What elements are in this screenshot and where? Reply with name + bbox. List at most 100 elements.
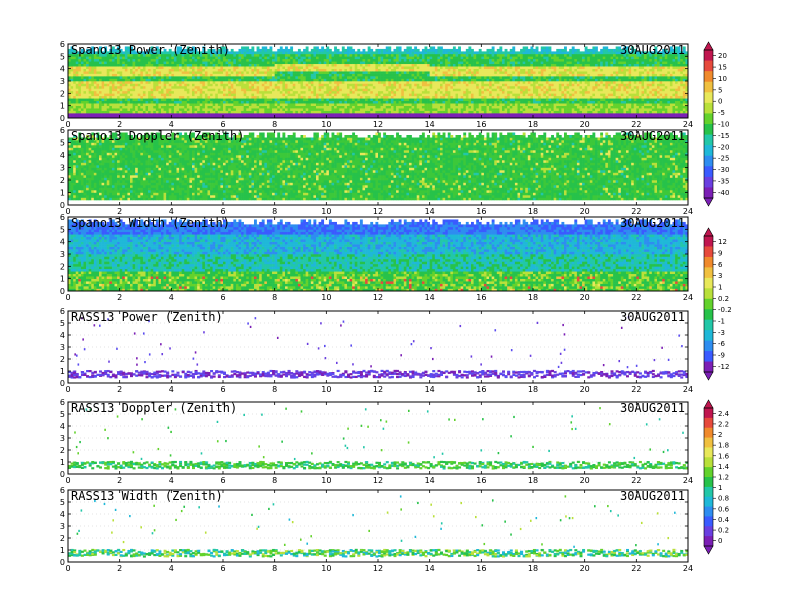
heatmap-cell xyxy=(173,95,177,99)
heatmap-cell xyxy=(290,110,294,114)
heatmap-cell xyxy=(150,95,154,99)
heatmap-cell xyxy=(390,63,394,67)
heatmap-cell xyxy=(220,83,224,87)
heatmap-cell xyxy=(215,53,219,57)
heatmap-cell xyxy=(122,115,126,119)
heatmap-cell xyxy=(135,78,139,82)
heatmap-cell xyxy=(434,95,438,99)
heatmap-cell xyxy=(292,110,296,114)
heatmap-cell xyxy=(277,93,281,97)
heatmap-cell xyxy=(341,90,345,94)
heatmap-cell xyxy=(109,61,113,65)
heatmap-cell xyxy=(463,115,467,119)
heatmap-cell xyxy=(347,95,350,99)
heatmap-cell xyxy=(491,61,495,65)
heatmap-cell xyxy=(468,56,472,60)
heatmap-cell xyxy=(78,81,82,84)
heatmap-cell xyxy=(210,85,213,89)
heatmap-cell xyxy=(111,115,115,119)
heatmap-cell xyxy=(421,56,425,60)
heatmap-cell xyxy=(406,63,410,67)
heatmap-cell xyxy=(442,100,446,104)
heatmap-cell xyxy=(122,103,126,106)
heatmap-cell xyxy=(261,51,265,55)
heatmap-cell xyxy=(375,58,379,62)
heatmap-cell xyxy=(388,73,392,77)
heatmap-cell xyxy=(300,108,304,111)
heatmap-cell xyxy=(168,71,172,74)
heatmap-cell xyxy=(166,115,170,119)
heatmap-cell xyxy=(452,76,456,79)
heatmap-cell xyxy=(491,85,495,89)
heatmap-cell xyxy=(181,81,185,84)
heatmap-cell xyxy=(365,110,368,114)
heatmap-cell xyxy=(367,58,371,62)
heatmap-cell xyxy=(194,66,198,69)
heatmap-cell xyxy=(432,95,436,99)
heatmap-cell xyxy=(375,63,379,67)
heatmap-cell xyxy=(352,100,356,104)
heatmap-cell xyxy=(96,61,100,65)
heatmap-cell xyxy=(204,108,208,111)
heatmap-cell xyxy=(323,61,327,65)
heatmap-cell xyxy=(398,95,402,99)
heatmap-cell xyxy=(504,83,508,87)
heatmap-cell xyxy=(303,66,306,69)
heatmap-cell xyxy=(318,56,322,60)
heatmap-cell xyxy=(424,90,428,94)
heatmap-cell xyxy=(352,103,356,106)
heatmap-cell xyxy=(285,63,288,67)
heatmap-cell xyxy=(194,83,198,87)
heatmap-cell xyxy=(403,71,407,74)
heatmap-cell xyxy=(142,83,146,87)
heatmap-cell xyxy=(465,83,469,87)
heatmap-cell xyxy=(305,100,309,104)
heatmap-cell xyxy=(101,95,105,99)
heatmap-cell xyxy=(427,100,430,104)
heatmap-cell xyxy=(212,81,216,84)
heatmap-cell xyxy=(375,105,379,109)
heatmap-cell xyxy=(254,76,257,79)
heatmap-cell xyxy=(272,58,275,62)
heatmap-cell xyxy=(437,105,441,109)
heatmap-cell xyxy=(403,90,407,94)
heatmap-cell xyxy=(465,113,469,116)
heatmap-cell xyxy=(347,48,350,52)
heatmap-cell xyxy=(509,53,513,57)
heatmap-cell xyxy=(241,90,244,94)
heatmap-cell xyxy=(179,68,182,72)
heatmap-cell xyxy=(424,76,428,79)
heatmap-cell xyxy=(365,71,368,74)
heatmap-cell xyxy=(228,58,232,62)
heatmap-cell xyxy=(197,108,201,111)
heatmap-cell xyxy=(248,108,252,111)
heatmap-cell xyxy=(401,95,405,99)
heatmap-cell xyxy=(88,68,92,72)
heatmap-cell xyxy=(210,56,213,60)
heatmap-cell xyxy=(163,48,167,52)
heatmap-cell xyxy=(225,58,229,62)
heatmap-cell xyxy=(73,95,77,99)
heatmap-cell xyxy=(292,63,296,67)
heatmap-cell xyxy=(119,81,123,84)
heatmap-cell xyxy=(396,85,399,89)
heatmap-cell xyxy=(409,58,412,62)
heatmap-cell xyxy=(339,115,343,119)
heatmap-cell xyxy=(142,76,146,79)
heatmap-cell xyxy=(432,103,436,106)
heatmap-cell xyxy=(73,71,77,74)
heatmap-cell xyxy=(362,61,366,65)
heatmap-cell xyxy=(424,51,428,55)
heatmap-cell xyxy=(442,61,446,65)
heatmap-cell xyxy=(502,98,505,102)
heatmap-cell xyxy=(336,61,340,65)
heatmap-cell xyxy=(106,105,110,109)
heatmap-cell xyxy=(437,66,441,69)
heatmap-cell xyxy=(499,95,503,99)
heatmap-cell xyxy=(455,63,459,67)
heatmap-cell xyxy=(277,95,281,99)
heatmap-cell xyxy=(478,53,482,57)
heatmap-cell xyxy=(259,51,263,55)
heatmap-cell xyxy=(323,115,327,119)
heatmap-cell xyxy=(140,76,144,79)
